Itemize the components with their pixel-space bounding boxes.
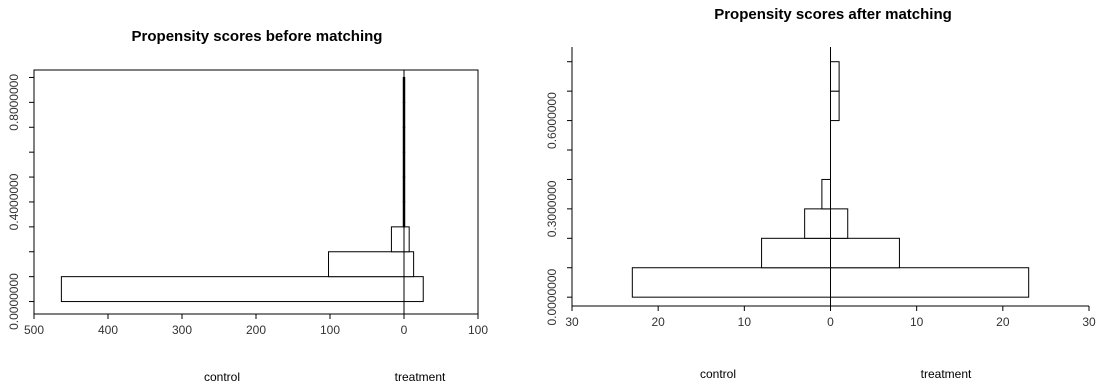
x-tick-label: 20 [996, 315, 1010, 329]
x-tick-label: 20 [651, 315, 665, 329]
x-tick-label: 100 [468, 323, 488, 337]
x-label-treatment: treatment [395, 370, 446, 384]
bar-treatment-bin-3 [830, 208, 849, 239]
bar-control-bin-2 [328, 251, 405, 278]
chart-title: Propensity scores before matching [132, 28, 383, 45]
x-tick-label: 100 [320, 323, 340, 337]
y-tick-label: 0.8000000 [7, 74, 21, 131]
chart-title: Propensity scores after matching [714, 6, 952, 23]
x-tick-label: 30 [565, 315, 579, 329]
bar-control-bin-1 [60, 276, 405, 303]
x-tick-label: 10 [910, 315, 924, 329]
bar-control-bin-4 [821, 178, 832, 210]
bar-treatment-bin-1 [830, 267, 1030, 298]
bar-treatment-bin-7 [830, 90, 840, 122]
x-label-control: control [700, 367, 736, 381]
y-tick-label: 0.4000000 [7, 173, 21, 230]
x-tick-label: 0 [827, 315, 834, 329]
bar-treatment-bin-2 [403, 251, 415, 278]
x-label-treatment: treatment [921, 367, 972, 381]
x-tick-label: 200 [246, 323, 266, 337]
x-tick-label: 400 [98, 323, 118, 337]
bar-control-bin-3 [390, 226, 405, 253]
x-label-control: control [204, 370, 240, 384]
bar-treatment-bin-8 [830, 61, 840, 92]
x-tick-label: 500 [24, 323, 44, 337]
y-tick-label: 0.6000000 [545, 92, 559, 149]
bar-control-bin-1 [631, 267, 831, 298]
x-tick-label: 300 [172, 323, 192, 337]
y-tick-label: 0.3000000 [545, 180, 559, 237]
x-tick-label: 30 [1082, 315, 1096, 329]
chart-panel-2: Propensity scores after matching 30 20 10 0 1… [545, 6, 1096, 381]
bar-treatment-bin-2 [830, 237, 900, 269]
chart-panel-1: Propensity scores before matching 500 400 3… [7, 28, 488, 384]
bar-control-bin-3 [804, 208, 832, 239]
y-tick-label: 0.0000000 [545, 268, 559, 325]
bar-control-bin-2 [761, 237, 831, 269]
x-tick-label: 0 [401, 323, 408, 337]
y-tick-label: 0.0000000 [7, 273, 21, 330]
bar-treatment-bin-3 [403, 226, 410, 253]
bar-treatment-bin-1 [403, 276, 424, 303]
x-tick-label: 10 [738, 315, 752, 329]
